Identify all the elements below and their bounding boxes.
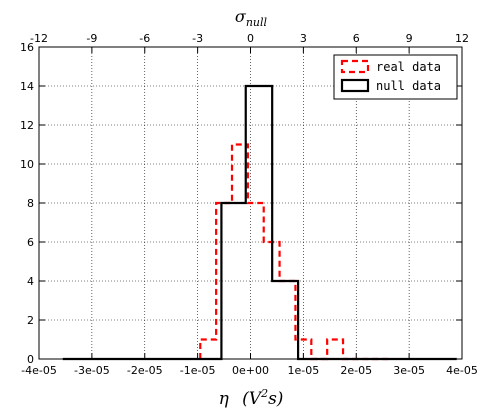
tick-marks — [38, 46, 463, 360]
x-tick-label-3: -1e-05 — [180, 364, 216, 377]
y-tick-label-4: 8 — [27, 197, 34, 210]
top-tick-label-4: 0 — [247, 32, 254, 45]
top-tick-label-1: -9 — [86, 32, 97, 45]
legend-swatch-0 — [340, 59, 370, 74]
legend: real data null data — [333, 54, 458, 100]
top-axis-title: σnull — [235, 7, 268, 29]
x-tick-label-2: -2e-05 — [127, 364, 163, 377]
top-tick-label-5: 3 — [300, 32, 307, 45]
top-tick-label-6: 6 — [353, 32, 360, 45]
x-tick-label-4: 0e+00 — [232, 364, 269, 377]
y-tick-labels: 0 2 4 6 8 10 12 14 16 — [20, 41, 34, 366]
y-tick-label-5: 10 — [20, 158, 34, 171]
x-tick-label-6: 2e-05 — [340, 364, 372, 377]
x-tick-labels: -4e-05 -3e-05 -2e-05 -1e-05 0e+00 1e-05 2e-05 3… — [21, 364, 478, 377]
x-tick-label-0: -4e-05 — [21, 364, 57, 377]
series-null-data — [62, 84, 457, 361]
top-tick-label-7: 9 — [406, 32, 413, 45]
x-tick-label-7: 3e-05 — [393, 364, 425, 377]
top-tick-label-0: -12 — [30, 32, 48, 45]
series-layer — [62, 84, 457, 361]
x-tick-label-5: 1e-05 — [288, 364, 320, 377]
y-tick-label-6: 12 — [20, 119, 34, 132]
legend-swatch-1 — [340, 78, 370, 93]
y-tick-label-1: 2 — [27, 314, 34, 327]
top-tick-labels: -12 -9 -6 -3 0 3 6 9 12 — [30, 32, 469, 45]
top-tick-label-3: -3 — [192, 32, 203, 45]
y-tick-label-3: 6 — [27, 236, 34, 249]
top-tick-label-2: -6 — [139, 32, 150, 45]
top-tick-label-8: 12 — [455, 32, 469, 45]
series-real-data — [199, 143, 391, 361]
legend-label-0: real data — [376, 60, 441, 74]
x-tick-label-8: 4e-05 — [446, 364, 478, 377]
y-tick-label-7: 14 — [20, 80, 34, 93]
x-axis-title: η (V2s) — [219, 387, 284, 409]
x-tick-label-1: -3e-05 — [74, 364, 110, 377]
y-tick-label-8: 16 — [20, 41, 34, 54]
y-tick-label-2: 4 — [27, 275, 34, 288]
y-tick-label-0: 0 — [27, 353, 34, 366]
legend-label-1: null data — [376, 79, 441, 93]
